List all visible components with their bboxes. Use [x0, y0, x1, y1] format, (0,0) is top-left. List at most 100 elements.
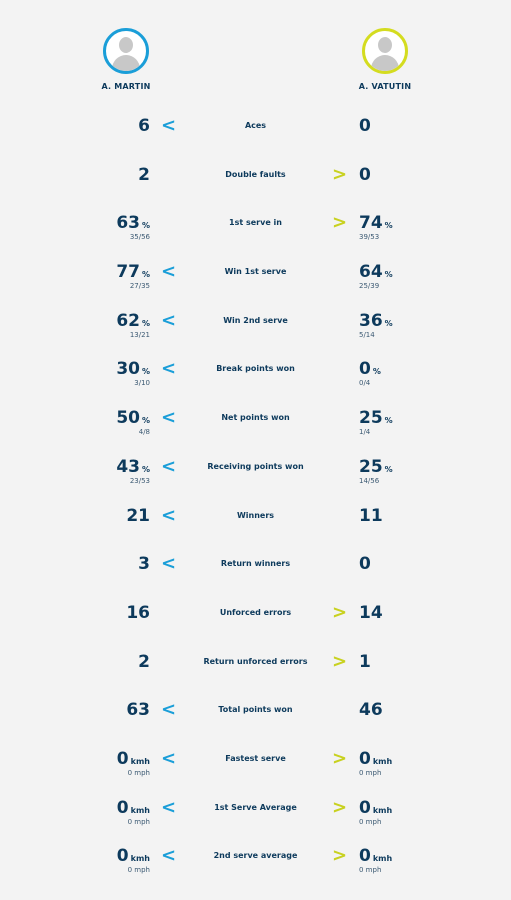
stat-unit-left: % — [141, 221, 150, 231]
stat-row: 6 Aces 0 < — [0, 102, 511, 151]
person-icon — [378, 37, 392, 53]
stat-number-left: 43 — [116, 456, 140, 477]
stat-number-right: 64 — [359, 262, 383, 283]
stat-label: 1st serve in — [229, 218, 282, 228]
stat-detail-right: 0 mph — [359, 768, 382, 777]
stat-detail-right: 39/53 — [359, 233, 380, 242]
stat-number-right: 0 — [359, 116, 371, 136]
stat-value-right: 74% — [359, 213, 393, 233]
stat-row: 0 kmh 0 mph 1st Serve Average 0 kmh 0 mph < > — [0, 784, 511, 833]
stat-value-right: 11 — [359, 506, 383, 526]
stat-row: 50% 4/8 Net points won 25% 1/4 < — [0, 394, 511, 443]
stat-row: 30% 3/10 Break points won 0% 0/4 < — [0, 345, 511, 394]
stat-number-right: 14 — [359, 602, 383, 623]
stat-unit-right: % — [384, 270, 393, 280]
stat-detail-left: 0 mph — [127, 817, 150, 826]
stat-detail-left: 0 mph — [127, 768, 150, 777]
person-body-icon — [112, 55, 140, 71]
stat-row: 63% 35/56 1st serve in 74% 39/53 > — [0, 199, 511, 248]
stat-value-left: 21 — [126, 506, 150, 526]
stat-row: 43% 23/53 Receiving points won 25% 14/56 < — [0, 443, 511, 492]
stat-value-left: 0 kmh — [117, 798, 150, 818]
stat-number-left: 63 — [116, 213, 140, 234]
stat-number-right: 46 — [359, 700, 383, 721]
stat-detail-left: 23/53 — [129, 476, 150, 485]
chevron-left-icon: < — [161, 504, 177, 526]
stat-unit-right: % — [384, 318, 393, 328]
stat-row: 21 Winners 11 < — [0, 492, 511, 541]
stat-value-right: 0 — [359, 554, 371, 574]
stat-number-left: 3 — [138, 554, 150, 575]
stat-value-left: 6 — [138, 116, 150, 136]
stat-number-right: 0 — [359, 164, 371, 185]
stat-value-left: 0 kmh — [117, 749, 150, 769]
stat-number-right: 25 — [359, 408, 383, 429]
chevron-right-icon: > — [332, 747, 348, 769]
stat-number-left: 77 — [116, 262, 140, 283]
stat-label: Return winners — [220, 559, 291, 569]
stat-number-right: 74 — [359, 213, 383, 234]
stat-value-left: 62% — [116, 311, 150, 331]
stat-number-left: 0 — [116, 797, 129, 818]
stat-detail-right: 0 mph — [359, 866, 382, 875]
stat-unit-right: kmh — [372, 756, 393, 766]
stat-unit-left: % — [141, 416, 150, 426]
stat-value-left: 2 — [138, 652, 150, 672]
stat-unit-left: % — [141, 367, 150, 377]
person-icon — [119, 37, 133, 53]
stat-number-left: 2 — [138, 651, 150, 672]
chevron-left-icon: < — [161, 553, 177, 575]
stat-unit-left: kmh — [130, 756, 150, 766]
stat-number-right: 0 — [359, 359, 371, 380]
stat-label: 2nd serve average — [213, 851, 298, 861]
stat-unit-left: % — [141, 270, 150, 280]
stat-label: Double faults — [225, 169, 286, 179]
stat-row: 3 Return winners 0 < — [0, 540, 511, 589]
stat-number-left: 30 — [116, 359, 140, 380]
stat-number-left: 62 — [116, 310, 140, 331]
stat-value-right: 64% — [359, 262, 393, 282]
chevron-left-icon: < — [161, 845, 177, 867]
stat-value-right: 25% — [359, 457, 393, 477]
player-name-left[interactable]: A. MARTIN — [101, 82, 151, 91]
player-name-right[interactable]: A. VATUTIN — [358, 82, 412, 91]
stat-value-right: 1 — [359, 652, 371, 672]
chevron-right-icon: > — [332, 845, 348, 867]
avatar-left[interactable] — [103, 28, 149, 74]
player-left: A. MARTIN — [66, 28, 186, 91]
stat-number-right: 0 — [359, 797, 371, 818]
stat-unit-left: % — [141, 318, 150, 328]
stat-unit-right: % — [372, 367, 381, 377]
stat-value-left: 77% — [116, 262, 150, 282]
stat-value-right: 36% — [359, 311, 393, 331]
stat-value-right: 0 — [359, 116, 371, 136]
player-right: A. VATUTIN — [325, 28, 445, 91]
stat-number-left: 63 — [126, 700, 150, 721]
person-body-icon — [371, 55, 399, 71]
stat-number-right: 0 — [359, 846, 371, 867]
stat-label: Break points won — [216, 364, 295, 374]
stat-value-right: 0 — [359, 165, 371, 185]
stat-detail-left: 13/21 — [129, 330, 150, 339]
stat-label: Net points won — [221, 413, 290, 423]
avatar-right[interactable] — [362, 28, 408, 74]
stat-label: Fastest serve — [225, 753, 286, 763]
stat-value-left: 50% — [116, 408, 150, 428]
stat-detail-left: 4/8 — [138, 428, 150, 437]
stat-number-right: 1 — [359, 651, 371, 672]
stat-number-right: 36 — [359, 310, 383, 331]
stat-unit-right: % — [384, 221, 393, 231]
chevron-left-icon: < — [161, 309, 177, 331]
stat-number-left: 16 — [126, 602, 150, 623]
stat-label: Return unforced errors — [203, 656, 308, 666]
stat-number-left: 2 — [138, 164, 150, 185]
stat-value-left: 16 — [126, 603, 150, 623]
stat-row: 2 Return unforced errors 1 > — [0, 638, 511, 687]
stat-label: Win 1st serve — [224, 267, 287, 277]
stat-value-left: 30% — [116, 359, 150, 379]
stat-detail-left: 35/56 — [129, 233, 150, 242]
stat-row: 0 kmh 0 mph Fastest serve 0 kmh 0 mph < > — [0, 735, 511, 784]
stat-row: 77% 27/35 Win 1st serve 64% 25/39 < — [0, 248, 511, 297]
stat-label: Receiving points won — [207, 461, 304, 471]
stat-detail-right: 0/4 — [359, 379, 371, 388]
